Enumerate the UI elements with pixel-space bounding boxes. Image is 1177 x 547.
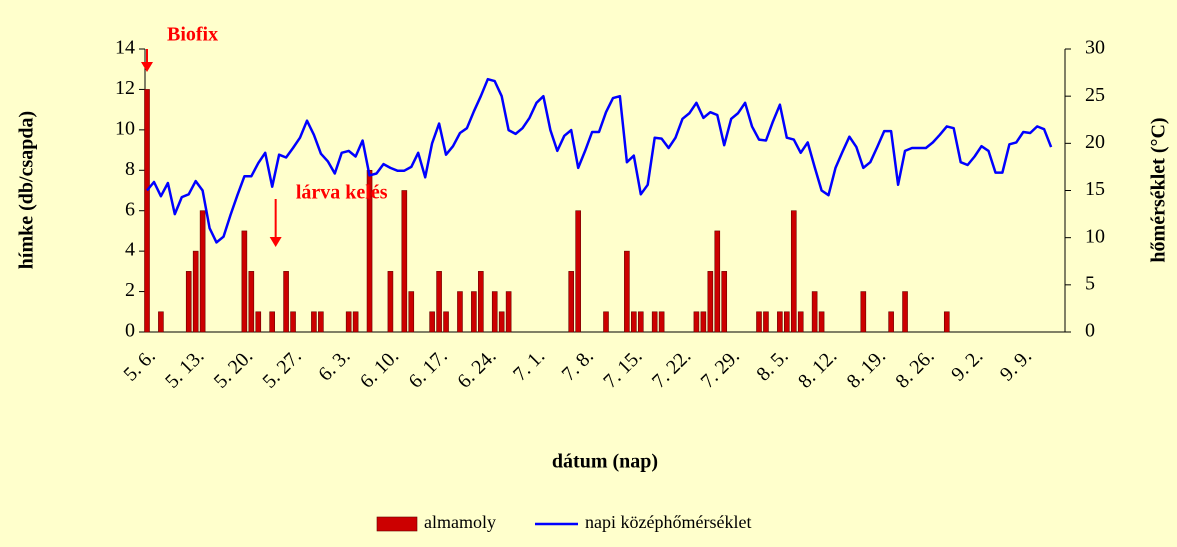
y-tick-label: 6: [125, 198, 135, 220]
bar: [241, 230, 248, 333]
x-tick-label: 7. 29.: [697, 345, 744, 392]
bar: [784, 311, 790, 333]
bar: [318, 311, 324, 333]
bar: [888, 311, 894, 333]
x-tick-label: 8. 12.: [794, 345, 841, 392]
x-tick-label: 9. 9.: [996, 345, 1036, 385]
x-tick-label: 9. 2.: [947, 345, 987, 385]
bar: [144, 89, 150, 333]
x-tick-label: 5. 20.: [210, 345, 257, 392]
bar: [714, 230, 721, 333]
bar: [693, 311, 700, 333]
bar: [248, 271, 255, 333]
bar: [603, 311, 609, 333]
legend-swatch: [376, 516, 418, 532]
legend-label: almamoly: [424, 512, 496, 532]
x-tick-label: 7. 22.: [648, 345, 695, 392]
bar: [568, 271, 575, 333]
bar: [401, 190, 408, 333]
x-axis-label: dátum (nap): [552, 451, 658, 473]
annotation-arrowhead: [141, 62, 153, 72]
bar: [352, 311, 359, 333]
x-tick-label: 8. 26.: [891, 345, 938, 392]
y-tick-label: 10: [115, 117, 135, 139]
bar: [185, 271, 192, 333]
bar: [777, 311, 783, 333]
bar: [790, 210, 797, 333]
bar: [408, 291, 415, 333]
bar: [721, 271, 728, 333]
x-tick-label: 8. 5.: [752, 345, 792, 385]
y-tick-label: 14: [115, 37, 135, 59]
y2-tick-label: 5: [1085, 272, 1095, 294]
bar: [443, 311, 449, 333]
bar: [192, 250, 199, 333]
y-tick-label: 8: [125, 158, 135, 180]
bar: [797, 311, 804, 333]
bar: [624, 250, 630, 333]
x-tick-label: 6. 17.: [404, 345, 451, 392]
annotation-arrowhead: [269, 237, 282, 247]
y-axis-label: hímke (db/csapda): [16, 111, 38, 269]
legend-label: napi középhőmérséklet: [585, 512, 751, 532]
y2-tick-label: 30: [1085, 37, 1105, 59]
x-tick-label: 5. 6.: [119, 345, 159, 385]
bar: [498, 311, 505, 333]
y2-tick-label: 0: [1085, 320, 1095, 342]
annotation: lárva kelés: [296, 182, 388, 204]
bar: [290, 311, 296, 333]
bar: [637, 311, 644, 333]
y2-tick-label: 10: [1085, 225, 1105, 247]
bar: [811, 291, 818, 333]
bar: [158, 311, 164, 333]
x-tick-label: 7. 8.: [558, 345, 598, 385]
bar: [651, 311, 658, 333]
y-tick-label: 12: [115, 77, 135, 99]
bar: [478, 271, 484, 333]
bar: [255, 311, 262, 333]
y2-tick-label: 15: [1085, 178, 1105, 200]
bar: [943, 311, 950, 333]
x-tick-label: 6. 24.: [453, 345, 500, 392]
bar: [707, 271, 714, 333]
y-tick-label: 0: [125, 320, 135, 342]
bar: [311, 311, 317, 333]
bar: [818, 311, 825, 333]
bar: [860, 291, 867, 333]
bar: [345, 311, 352, 333]
bar: [658, 311, 665, 333]
bar: [429, 311, 435, 333]
x-tick-label: 5. 13.: [161, 345, 208, 392]
bar: [471, 291, 477, 333]
x-tick-label: 5. 27.: [258, 345, 305, 392]
bar: [505, 291, 512, 333]
temperature-line: [146, 77, 1053, 244]
bar: [756, 311, 762, 333]
bar: [700, 311, 707, 333]
x-tick-label: 6. 3.: [314, 345, 354, 385]
bar: [269, 311, 275, 333]
bar: [491, 291, 498, 333]
bar: [387, 271, 394, 333]
bar: [902, 291, 908, 333]
x-tick-label: 6. 10.: [356, 345, 403, 392]
bar: [457, 291, 463, 333]
bar: [763, 311, 769, 333]
x-tick-label: 8. 19.: [843, 345, 890, 392]
bar: [199, 210, 206, 333]
y-tick-label: 2: [125, 279, 135, 301]
bar: [575, 210, 581, 333]
bar: [436, 271, 442, 333]
y2-axis-label: hőmérséklet (°C): [1148, 117, 1170, 262]
x-tick-label: 7. 1.: [509, 345, 549, 385]
annotation: Biofix: [167, 24, 218, 46]
bar: [631, 311, 637, 333]
bar: [283, 271, 289, 333]
x-tick-label: 7. 15.: [599, 345, 646, 392]
y2-tick-label: 25: [1085, 84, 1105, 106]
y2-tick-label: 20: [1085, 131, 1105, 153]
y-tick-label: 4: [125, 239, 135, 261]
